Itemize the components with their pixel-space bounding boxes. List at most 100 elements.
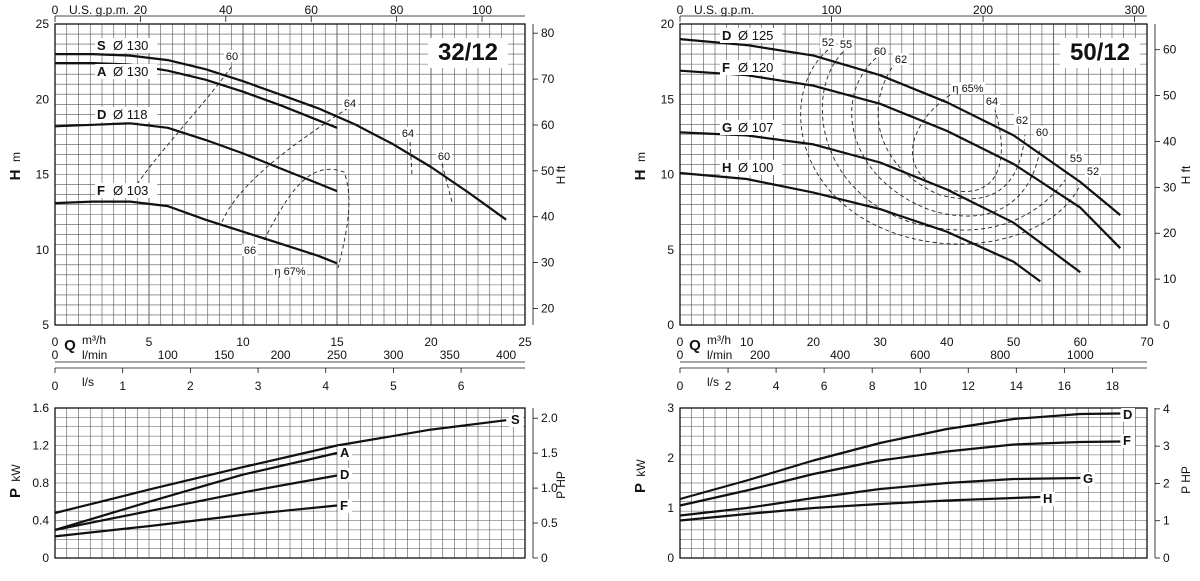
hft-tick-label: 20: [541, 301, 555, 315]
hft-tick-label: 30: [1163, 180, 1177, 194]
php-tick-label: 4: [1163, 402, 1170, 416]
gpm-tick-label: 100: [822, 3, 842, 17]
gpm-tick-label: 20: [134, 3, 148, 17]
efficiency-label: 66: [244, 245, 256, 257]
ls-tick-label: 14: [1010, 379, 1024, 393]
power-curve-s: [54, 419, 507, 515]
p-tick-label: 0.4: [32, 514, 49, 528]
q-axis-label: Q: [689, 337, 701, 354]
efficiency-label-bg: [820, 36, 836, 48]
head-curve-s: [55, 53, 507, 221]
p-tick-label: 2: [667, 451, 674, 465]
php-tick-label: 0.5: [541, 516, 558, 530]
php-tick-label: 0: [1163, 551, 1170, 565]
curve-label-diameter: Ø 107: [738, 120, 773, 135]
power-curve-label: S: [511, 412, 520, 427]
power-label-bg: [338, 446, 352, 460]
p-tick-label: 1.6: [32, 401, 49, 415]
p-tick-label: 3: [667, 401, 674, 415]
q-tick-label: 20: [424, 335, 438, 349]
efficiency-curve: [800, 49, 1081, 245]
efficiency-curve: [263, 168, 350, 269]
main-frame: [54, 23, 526, 326]
gpm-tick-label: 0: [52, 3, 59, 17]
hft-axis-label: H ft: [554, 165, 568, 184]
m3h-unit-label: m³/h: [707, 333, 731, 347]
q-tick-label: 10: [740, 335, 754, 349]
gpm-axis-label: U.S. g.p.m.: [69, 3, 129, 17]
power-curve-label: G: [1083, 471, 1093, 486]
efficiency-curve: [409, 141, 413, 175]
main-frame: [679, 23, 1148, 326]
q-tick-label: 70: [1140, 335, 1154, 349]
head-curve-a: [55, 62, 338, 129]
lmin-tick-label: 1000: [1067, 348, 1094, 362]
efficiency-curve: [851, 57, 1041, 217]
curve-label-diameter: Ø 130: [113, 38, 148, 53]
head-curve-d: [54, 122, 338, 193]
h-tick-label: 5: [667, 243, 674, 257]
hft-tick-label: 20: [1163, 226, 1177, 240]
ls-tick-label: 2: [725, 379, 732, 393]
lmin-unit-label: l/min: [707, 348, 732, 362]
power-curve-label: H: [1043, 491, 1052, 506]
q-tick-label: 0: [677, 335, 684, 349]
efficiency-label-bg: [273, 265, 307, 277]
curve-label-letter: F: [97, 183, 105, 198]
efficiency-label-bg: [893, 53, 909, 65]
efficiency-label: 60: [874, 46, 886, 58]
efficiency-label-bg: [1085, 165, 1101, 177]
curve-label-bg: [95, 107, 157, 122]
q-axis-label: Q: [64, 337, 76, 354]
p-tick-label: 0: [667, 551, 674, 565]
curve-label-letter: F: [722, 60, 730, 75]
efficiency-label: 55: [840, 39, 852, 51]
q-tick-label: 20: [807, 335, 821, 349]
curve-label-bg: [95, 183, 157, 198]
curve-label-bg: [720, 120, 782, 135]
h-unit-label: m: [634, 152, 648, 162]
ls-tick-label: 3: [255, 379, 262, 393]
title-bg: [428, 38, 508, 68]
p-tick-label: 0: [42, 551, 49, 565]
head-curve-g: [679, 131, 1081, 274]
php-tick-label: 2: [1163, 476, 1170, 490]
efficiency-label: η 65%: [952, 83, 983, 95]
curve-label-letter: G: [722, 120, 732, 135]
curve-label-diameter: Ø 125: [738, 28, 773, 43]
power-label-bg: [1121, 434, 1135, 448]
gpm-tick-label: 0: [677, 3, 684, 17]
gpm-tick-label: 200: [973, 3, 993, 17]
efficiency-curve: [822, 51, 1066, 231]
curve-label-diameter: Ø 100: [738, 160, 773, 175]
efficiency-curve: [132, 65, 233, 191]
p-unit-label: kW: [634, 459, 648, 477]
hft-axis-label: H ft: [1179, 165, 1193, 184]
ls-tick-label: 12: [962, 379, 976, 393]
efficiency-label-bg: [1034, 126, 1050, 138]
gpm-tick-label: 100: [472, 3, 492, 17]
efficiency-label: 64: [402, 128, 414, 140]
ls-tick-label: 0: [677, 379, 684, 393]
lmin-tick-label: 400: [830, 348, 850, 362]
q-tick-label: 50: [1007, 335, 1021, 349]
gpm-tick-label: 40: [219, 3, 233, 17]
php-tick-label: 0: [541, 551, 548, 565]
efficiency-label-bg: [436, 150, 452, 162]
hft-tick-label: 40: [541, 210, 555, 224]
head-curve-h: [679, 171, 1041, 283]
curve-label-diameter: Ø 130: [113, 64, 148, 79]
power-curve-f: [54, 504, 338, 538]
efficiency-label-bg: [984, 95, 1000, 107]
ls-unit-label: l/s: [82, 375, 94, 389]
main-grid: [679, 23, 1148, 326]
power-curves: DF G H: [679, 407, 1135, 522]
h-tick-label: 25: [36, 17, 50, 31]
h-tick-label: 15: [661, 92, 675, 106]
q-tick-label: 15: [330, 335, 344, 349]
p-tick-label: 1: [667, 501, 674, 515]
h-axis-label: H: [632, 170, 649, 181]
power-curve-d: [679, 412, 1121, 501]
efficiency-label: η 67%: [274, 266, 305, 278]
